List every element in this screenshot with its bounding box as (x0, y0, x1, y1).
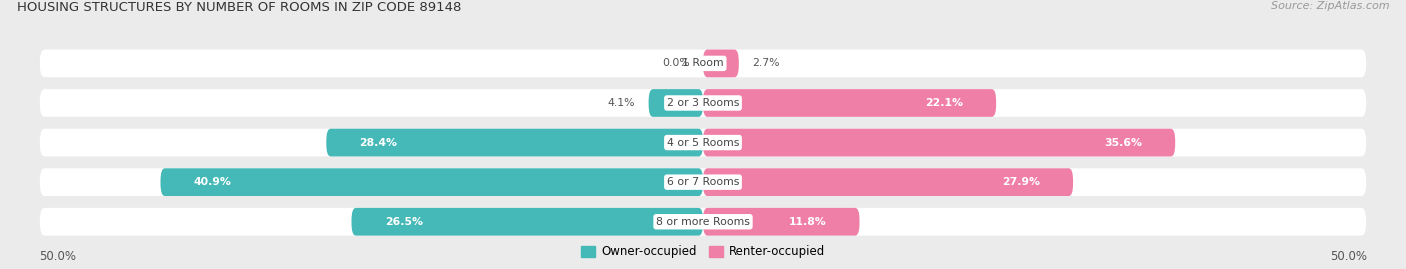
Text: 0.0%: 0.0% (662, 58, 690, 68)
FancyBboxPatch shape (703, 208, 859, 236)
FancyBboxPatch shape (39, 208, 1367, 236)
Text: 4.1%: 4.1% (607, 98, 636, 108)
FancyBboxPatch shape (703, 129, 1175, 157)
Text: 27.9%: 27.9% (1002, 177, 1040, 187)
FancyBboxPatch shape (703, 49, 738, 77)
FancyBboxPatch shape (39, 49, 1367, 77)
FancyBboxPatch shape (352, 208, 703, 236)
Text: 50.0%: 50.0% (1330, 250, 1367, 263)
Text: 6 or 7 Rooms: 6 or 7 Rooms (666, 177, 740, 187)
Text: 35.6%: 35.6% (1104, 137, 1142, 148)
Text: 11.8%: 11.8% (789, 217, 827, 227)
Text: 26.5%: 26.5% (385, 217, 423, 227)
Text: 2.7%: 2.7% (752, 58, 779, 68)
FancyBboxPatch shape (39, 168, 1367, 196)
Text: HOUSING STRUCTURES BY NUMBER OF ROOMS IN ZIP CODE 89148: HOUSING STRUCTURES BY NUMBER OF ROOMS IN… (17, 1, 461, 14)
FancyBboxPatch shape (39, 89, 1367, 117)
Text: 2 or 3 Rooms: 2 or 3 Rooms (666, 98, 740, 108)
FancyBboxPatch shape (160, 168, 703, 196)
FancyBboxPatch shape (703, 89, 995, 117)
FancyBboxPatch shape (648, 89, 703, 117)
Text: 1 Room: 1 Room (682, 58, 724, 68)
Text: 50.0%: 50.0% (39, 250, 76, 263)
FancyBboxPatch shape (703, 168, 1073, 196)
Text: 28.4%: 28.4% (360, 137, 398, 148)
Text: 8 or more Rooms: 8 or more Rooms (657, 217, 749, 227)
Text: 22.1%: 22.1% (925, 98, 963, 108)
Legend: Owner-occupied, Renter-occupied: Owner-occupied, Renter-occupied (576, 241, 830, 263)
Text: 40.9%: 40.9% (194, 177, 232, 187)
Text: Source: ZipAtlas.com: Source: ZipAtlas.com (1271, 1, 1389, 11)
FancyBboxPatch shape (326, 129, 703, 157)
FancyBboxPatch shape (39, 129, 1367, 157)
Text: 4 or 5 Rooms: 4 or 5 Rooms (666, 137, 740, 148)
